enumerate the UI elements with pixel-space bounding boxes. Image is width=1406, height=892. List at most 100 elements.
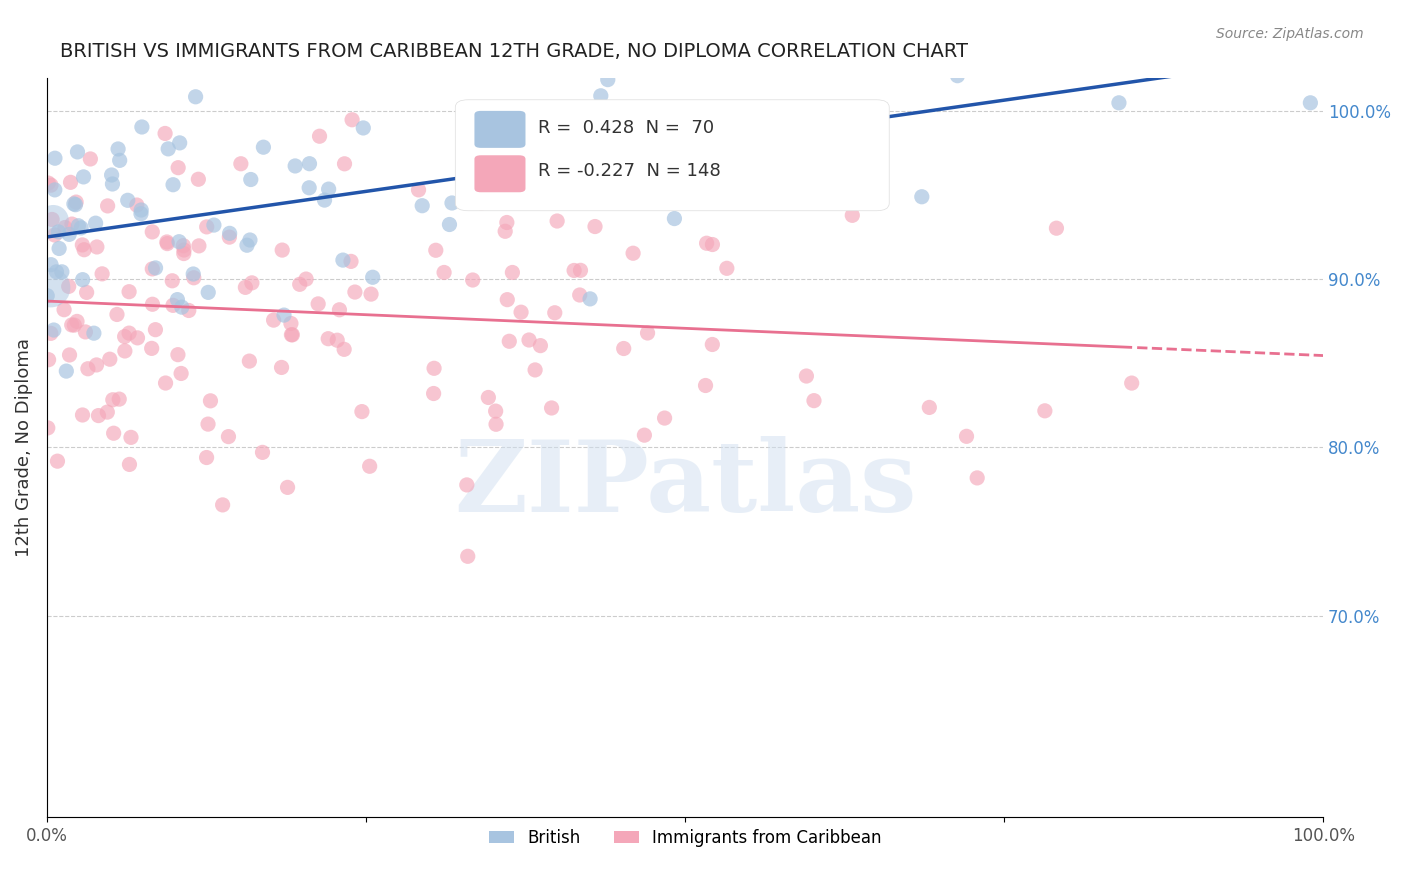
Point xyxy=(440,196,463,211)
Point xyxy=(70,220,93,235)
Point xyxy=(911,190,934,204)
Point xyxy=(42,213,65,227)
Point xyxy=(39,178,62,193)
Point xyxy=(281,327,304,342)
Point xyxy=(60,217,83,231)
Point xyxy=(496,293,519,307)
Point xyxy=(72,169,94,184)
Point xyxy=(96,405,118,419)
Point xyxy=(546,214,568,228)
Point xyxy=(280,327,302,342)
Point xyxy=(696,236,718,251)
Point xyxy=(103,426,125,441)
Point xyxy=(72,273,94,287)
Point xyxy=(169,136,191,150)
Point xyxy=(252,140,274,154)
Point xyxy=(39,326,62,341)
Point xyxy=(162,298,184,312)
Point xyxy=(48,225,70,239)
Point xyxy=(141,225,163,239)
Point xyxy=(307,297,329,311)
Point xyxy=(589,88,612,103)
Point xyxy=(141,342,163,356)
Point xyxy=(218,230,240,244)
Point xyxy=(162,274,184,288)
Point xyxy=(44,183,66,197)
Point xyxy=(498,334,520,349)
Point xyxy=(252,445,274,459)
Point xyxy=(45,265,67,279)
Point xyxy=(101,392,124,407)
Point xyxy=(195,219,218,234)
Point xyxy=(637,326,659,340)
Point xyxy=(411,199,433,213)
Point xyxy=(184,89,207,103)
Point xyxy=(167,235,190,249)
Point xyxy=(37,176,59,190)
Point xyxy=(298,181,321,195)
Point xyxy=(340,254,363,268)
Point xyxy=(803,393,825,408)
Point xyxy=(439,218,461,232)
Point xyxy=(145,260,167,275)
Point xyxy=(105,308,128,322)
Point xyxy=(63,197,86,211)
Point xyxy=(58,348,80,362)
Point xyxy=(470,196,492,211)
Point xyxy=(811,146,834,161)
Point xyxy=(53,220,76,235)
Point xyxy=(599,113,621,128)
Point xyxy=(273,308,295,322)
Legend: British, Immigrants from Caribbean: British, Immigrants from Caribbean xyxy=(482,822,889,854)
Point xyxy=(288,277,311,292)
Point xyxy=(202,218,225,232)
Y-axis label: 12th Grade, No Diploma: 12th Grade, No Diploma xyxy=(15,338,32,557)
Point xyxy=(1045,221,1067,235)
Point xyxy=(280,317,302,331)
Text: Source: ZipAtlas.com: Source: ZipAtlas.com xyxy=(1216,27,1364,41)
Point xyxy=(91,267,114,281)
FancyBboxPatch shape xyxy=(456,100,889,211)
Point xyxy=(239,233,262,247)
Point xyxy=(343,285,366,299)
Point xyxy=(195,450,218,465)
Point xyxy=(1108,95,1130,110)
Point xyxy=(211,498,233,512)
Point xyxy=(966,471,988,485)
Point xyxy=(494,224,516,238)
Point xyxy=(155,376,177,390)
FancyBboxPatch shape xyxy=(474,155,526,193)
Point xyxy=(141,261,163,276)
Point xyxy=(58,279,80,293)
Point xyxy=(326,333,349,347)
Point xyxy=(44,151,66,165)
Point xyxy=(918,401,941,415)
Point xyxy=(153,127,176,141)
Point xyxy=(117,194,139,208)
Point xyxy=(37,421,59,435)
Point xyxy=(101,177,124,191)
Point xyxy=(277,480,299,494)
Point xyxy=(63,318,86,332)
Point xyxy=(425,244,447,258)
Point xyxy=(333,157,356,171)
Point xyxy=(218,227,240,241)
Point xyxy=(114,329,136,343)
Point xyxy=(423,361,446,376)
Point xyxy=(596,72,619,87)
Point xyxy=(238,354,260,368)
Point xyxy=(156,235,179,249)
Point xyxy=(240,276,263,290)
Point xyxy=(295,272,318,286)
Point xyxy=(523,114,546,128)
Point xyxy=(120,430,142,444)
Point xyxy=(131,120,153,134)
Point xyxy=(173,243,195,257)
Point xyxy=(125,198,148,212)
Point xyxy=(41,212,63,227)
Point xyxy=(1299,95,1322,110)
Point xyxy=(360,287,382,301)
Point xyxy=(328,302,350,317)
Point xyxy=(72,238,94,252)
Point xyxy=(197,285,219,300)
